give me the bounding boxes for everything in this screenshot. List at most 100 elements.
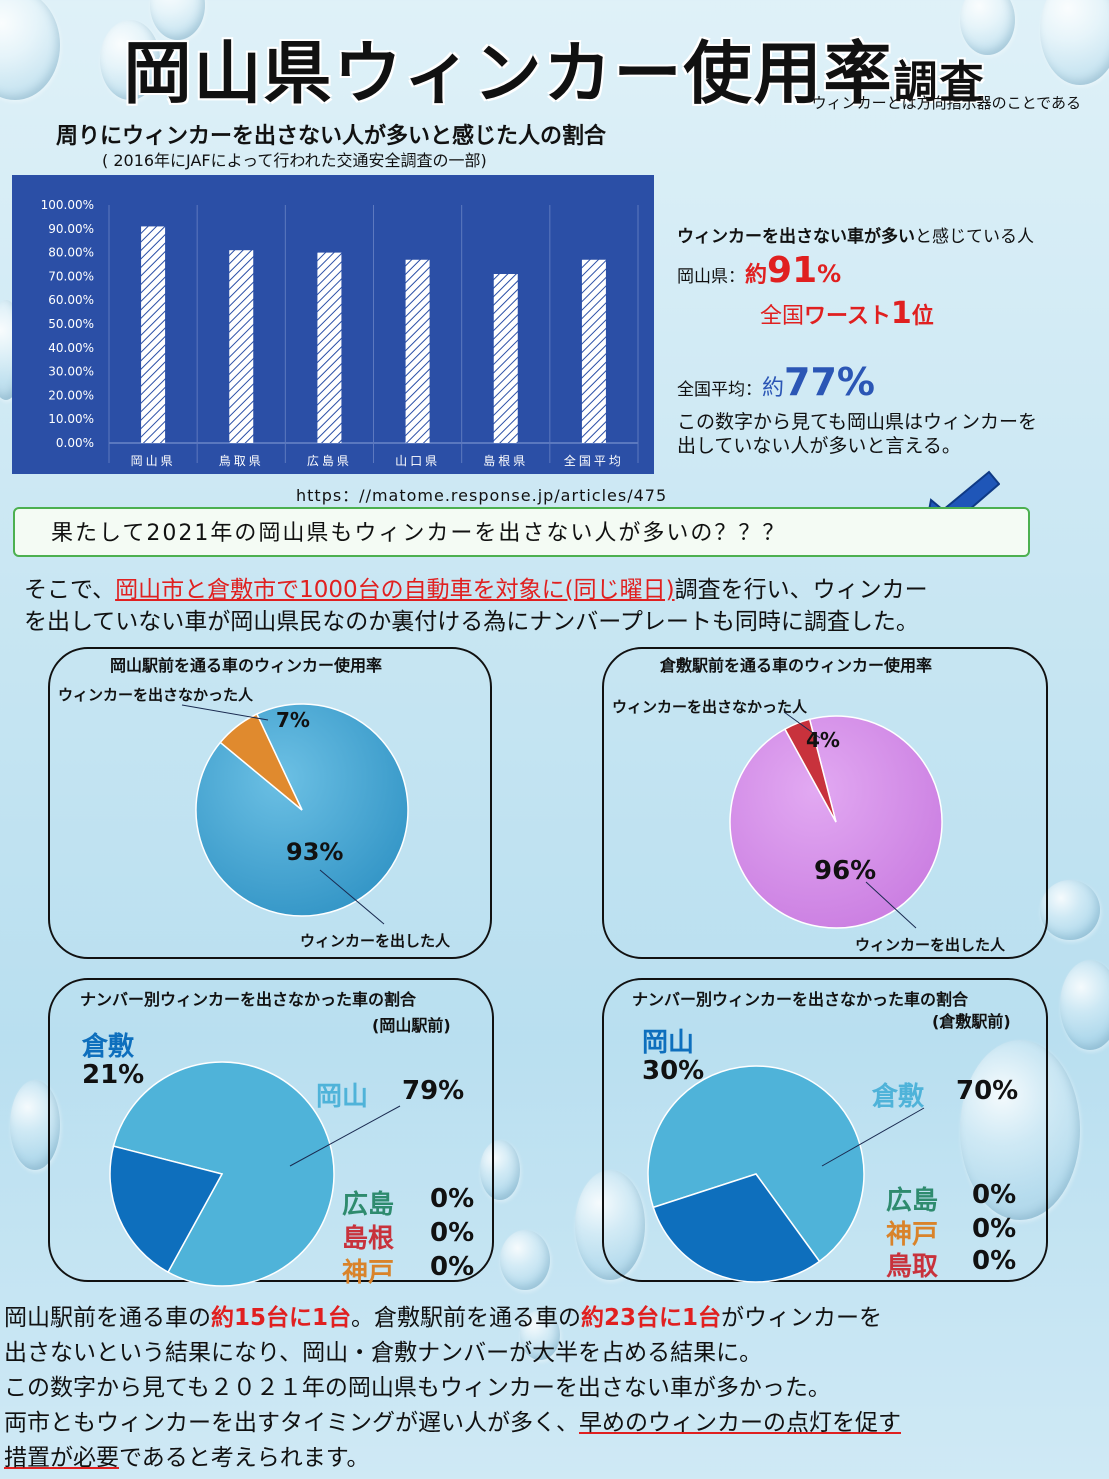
bar-chart-panel: 100.00% 90.00% 80.00% 70.00% 60.00% 50.00% 40.… (12, 175, 654, 474)
pie1-pct-signaled: 93% (286, 838, 344, 866)
okayama-usage-pie-title: 岡山駅前を通る車のウィンカー使用率 (110, 656, 383, 675)
source-url[interactable]: https：//matome.response.jp/articles/475 (296, 486, 668, 505)
x-tick-label: 全国平均 (564, 453, 624, 468)
pie3-pct-okayama: 79% (402, 1076, 465, 1106)
water-drop (1040, 880, 1100, 940)
summary-underline: 早めのウィンカーの点灯を促す (579, 1410, 901, 1436)
okayama-value: 91 (767, 250, 818, 291)
pie2-pct-signaled: 96% (814, 856, 877, 886)
kurashiki-plate-pie-title: ナンバー別ウィンカーを出さなかった車の割合 (632, 990, 969, 1009)
pie3-pct-hiroshima: 0% (430, 1184, 475, 1214)
worst-rank: 全国ワースト1位 (760, 296, 934, 331)
pie3-label-hiroshima: 広島 (342, 1190, 395, 1220)
water-drop (500, 1230, 550, 1290)
avg-value: 77% (784, 360, 875, 404)
kurashiki-plate-pie-subtitle: (倉敷駅前) (932, 1012, 1011, 1031)
title-part-2: ウィンカー使用率 (333, 35, 894, 114)
kurashiki-plate-pie-box (602, 978, 1048, 1282)
water-drop (100, 20, 160, 100)
pie4-label-okayama: 岡山 (642, 1028, 695, 1058)
worst-suffix: 位 (911, 304, 934, 329)
summary-highlight: 約23台に1台 (581, 1305, 722, 1331)
kurashiki-usage-pie-box (602, 647, 1048, 959)
avg-prefix: 約 (762, 376, 785, 401)
pie3-label-kobe: 神戸 (342, 1258, 395, 1288)
kurashiki-usage-pie-title: 倉敷駅前を通る車のウィンカー使用率 (660, 656, 933, 675)
page-title: 岡山県ウィンカー使用率調査 (0, 18, 1109, 117)
national-average: 全国平均：約77% (677, 360, 875, 404)
method-highlight: 岡山市と倉敷市で1000台の自動車を対象に(同じ曜日) (115, 577, 675, 603)
okayama-plate-pie-subtitle: (岡山駅前) (372, 1016, 451, 1035)
water-drop (960, 1040, 1080, 1220)
worst-number: 1 (890, 296, 912, 331)
water-drop (520, 1310, 560, 1360)
bar (317, 252, 342, 443)
y-tick-label: 10.00% (48, 412, 94, 426)
bar-chart-title: 周りにウィンカーを出さない人が多いと感じた人の割合 (56, 124, 607, 149)
bar-chart: 100.00% 90.00% 80.00% 70.00% 60.00% 50.00% 40.… (41, 198, 639, 468)
summary-text: 岡山駅前を通る車の (4, 1305, 211, 1331)
bar (141, 226, 166, 443)
method-line-1: そこで、岡山市と倉敷市で1000台の自動車を対象に(同じ曜日)調査を行い、ウィン… (24, 570, 928, 604)
pie4-pct-kobe: 0% (972, 1214, 1017, 1244)
result-intro-rest: と感じている人 (915, 227, 1034, 247)
method-text-a: そこで、 (24, 577, 116, 603)
y-tick-label: 0.00% (56, 436, 94, 450)
pie1-pct-not-signaled: 7% (276, 708, 310, 732)
summary-line-3: この数字から見ても２０２１年の岡山県もウィンカーを出さない車が多かった。 (4, 1375, 831, 1401)
x-tick-label: 島根県 (483, 453, 528, 468)
result-intro: ウィンカーを出さない車が多いと感じている人 (677, 222, 1034, 247)
summary-highlight: 約15台に1台 (211, 1305, 352, 1331)
bar-conclusion-line-1: この数字から見ても岡山県はウィンカーを (677, 411, 1038, 433)
pie3-label-okayama: 岡山 (316, 1082, 369, 1112)
summary-text: がウィンカーを (721, 1305, 883, 1331)
pie4-label-kurashiki: 倉敷 (872, 1082, 925, 1112)
bar-conclusion: この数字から見ても岡山県はウィンカーを 出していない人が多いと言える。 (677, 410, 1037, 458)
pie4-pct-okayama: 30% (642, 1056, 705, 1086)
bar (581, 259, 606, 443)
y-tick-label: 60.00% (48, 293, 94, 307)
result-intro-bold: ウィンカーを出さない車が多い (677, 227, 915, 247)
question-banner: 果たして2021年の岡山県もウィンカーを出さない人が多いの？？？ (13, 507, 1030, 557)
y-tick-label: 90.00% (48, 222, 94, 236)
pie4-label-tottori: 鳥取 (886, 1252, 939, 1282)
pie2-pct-not-signaled: 4% (806, 728, 840, 752)
method-text-c: 調査を行い、ウィンカー (674, 577, 928, 603)
title-note: ウィンカーとは方向指示器のことである (811, 94, 1081, 112)
x-tick-label: 鳥取県 (219, 453, 264, 468)
summary-line-5: 措置が必要であると考えられます。 (4, 1438, 369, 1472)
pie4-pct-hiroshima: 0% (972, 1180, 1017, 1210)
x-tick-label: 山口県 (395, 454, 440, 468)
pie3-label-kurashiki: 倉敷 (82, 1032, 135, 1062)
y-tick-label: 50.00% (48, 317, 94, 331)
okayama-prefix: 約 (745, 263, 768, 288)
worst-prefix: 全国 (760, 304, 805, 329)
y-tick-label: 20.00% (48, 388, 94, 402)
summary-text: であると考えられます。 (119, 1445, 370, 1471)
bar (229, 250, 254, 443)
worst-bold: ワースト (804, 304, 891, 329)
pie2-label-signaled: ウィンカーを出した人 (855, 936, 1006, 954)
okayama-label: 岡山県： (677, 267, 745, 287)
summary-line-1: 岡山駅前を通る車の約15台に1台。倉敷駅前を通る車の約23台に1台がウィンカーを (4, 1298, 882, 1332)
summary-text: 。倉敷駅前を通る車の (351, 1305, 582, 1331)
pie1-label-signaled: ウィンカーを出した人 (300, 932, 451, 950)
title-part-1: 岡山県 (123, 35, 334, 114)
x-tick-label: 広島県 (307, 453, 352, 468)
pie2-label-not-signaled: ウィンカーを出さなかった人 (612, 698, 808, 716)
pie3-pct-kobe: 0% (430, 1252, 475, 1282)
pie3-label-shimane: 島根 (342, 1224, 395, 1254)
water-drop (480, 1140, 520, 1200)
okayama-plate-pie-title: ナンバー別ウィンカーを出さなかった車の割合 (80, 990, 417, 1009)
water-drop (10, 1080, 60, 1170)
avg-label: 全国平均： (677, 380, 762, 400)
pie4-pct-kurashiki: 70% (956, 1076, 1019, 1106)
y-tick-label: 100.00% (41, 198, 94, 212)
y-tick-label: 30.00% (48, 365, 94, 379)
pie3-pct-shimane: 0% (430, 1218, 475, 1248)
okayama-result: 岡山県：約91% (677, 250, 841, 291)
water-drop (1060, 960, 1109, 1050)
bar-chart-subtitle: ( 2016年にJAFによって行われた交通安全調査の一部) (102, 151, 487, 170)
bar (405, 259, 430, 443)
pie1-label-not-signaled: ウィンカーを出さなかった人 (58, 686, 254, 704)
